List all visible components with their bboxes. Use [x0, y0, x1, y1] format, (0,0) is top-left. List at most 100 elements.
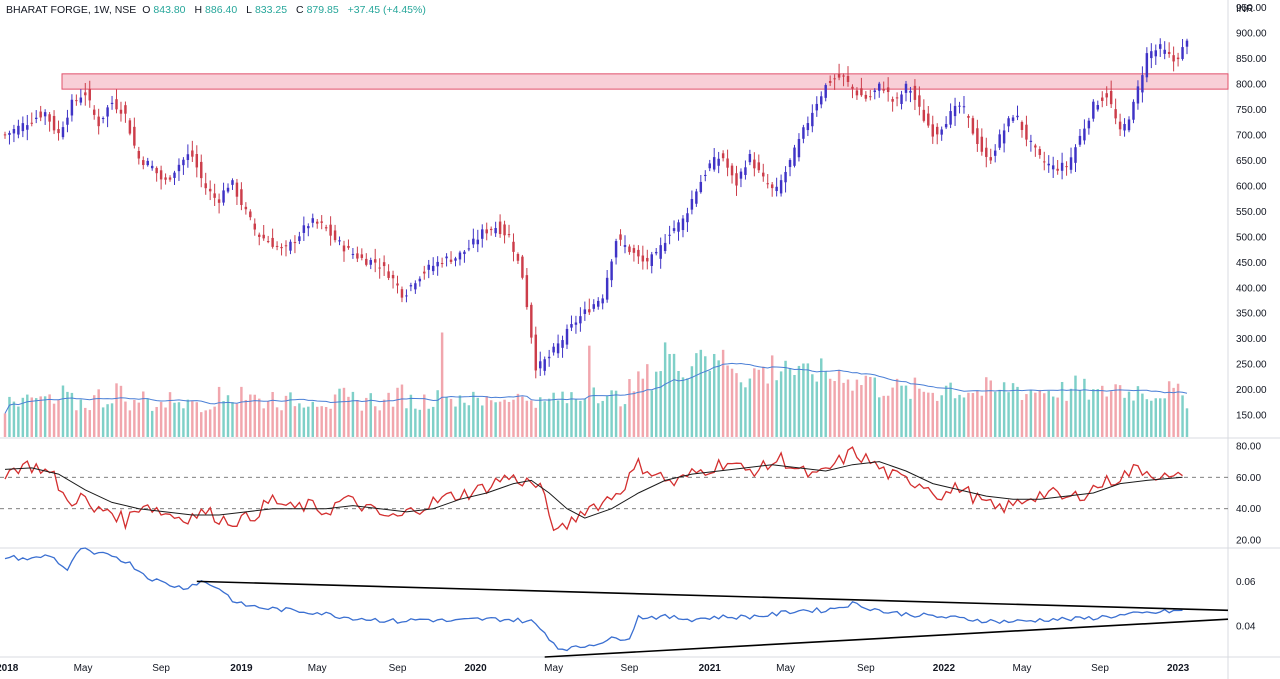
price-tick-label: 700.00 — [1236, 130, 1267, 141]
volume-bar — [1002, 382, 1006, 437]
candle-body — [882, 89, 885, 91]
candle-body — [293, 242, 297, 244]
price-tick-label: 800.00 — [1236, 80, 1267, 91]
candle-body — [1020, 122, 1024, 130]
volume-bar — [998, 389, 1001, 437]
volume-bar — [61, 385, 65, 437]
volume-bar — [101, 407, 105, 437]
volume-bar — [597, 403, 600, 437]
candle-body — [436, 261, 439, 267]
volume-bar — [900, 385, 903, 437]
volume-bar — [909, 398, 912, 437]
candle-body — [222, 190, 225, 203]
candle-body — [66, 117, 69, 125]
candle-body — [556, 343, 560, 354]
volume-bar — [757, 369, 761, 437]
candle-body — [1029, 140, 1033, 142]
candle-body — [900, 94, 903, 104]
price-tick-label: 150.00 — [1236, 411, 1267, 422]
volume-bar — [663, 342, 667, 437]
candle-body — [1060, 162, 1064, 171]
volume-bar — [311, 401, 314, 437]
candle-body — [396, 283, 399, 286]
time-tick-label: May — [74, 663, 93, 674]
candle-body — [481, 229, 484, 239]
volume-bar — [431, 406, 435, 437]
volume-bar — [583, 398, 587, 437]
candle-body — [561, 340, 564, 348]
volume-bar — [547, 398, 551, 437]
candle-body — [338, 240, 341, 242]
candle-body — [708, 163, 711, 169]
candle-body — [177, 164, 181, 172]
rsi-ma-line — [4, 461, 1183, 519]
volume-bar — [1185, 408, 1189, 437]
volume-bar — [1163, 398, 1166, 437]
candle-body — [650, 254, 653, 266]
volume-bar — [619, 406, 622, 437]
volume-bar — [681, 377, 685, 437]
candle-body — [913, 85, 917, 100]
candle-body — [88, 89, 91, 101]
candle-body — [43, 112, 47, 117]
volume-bar — [1025, 394, 1028, 437]
candle-body — [92, 109, 96, 115]
volume-bar — [57, 400, 60, 437]
volume-bar — [704, 356, 707, 437]
rs-line — [4, 547, 1183, 652]
volume-bar — [1096, 389, 1100, 437]
candle-body — [614, 241, 618, 258]
volume-bar — [1069, 388, 1073, 437]
candle-body — [369, 260, 372, 265]
volume-bar — [378, 410, 381, 437]
ohlc-open: O 843.80 — [142, 4, 188, 16]
volume-bar — [1074, 375, 1077, 437]
candle-body — [1105, 93, 1108, 98]
candle-body — [940, 129, 943, 135]
volume-bar — [75, 410, 78, 437]
volume-bar — [864, 375, 868, 437]
volume-bar — [521, 396, 524, 437]
candle-body — [1136, 86, 1140, 104]
candle-body — [753, 159, 756, 169]
volume-bar — [1118, 385, 1122, 437]
candle-body — [1074, 147, 1077, 163]
candle-body — [391, 274, 395, 279]
volume-bar — [293, 406, 297, 437]
candle-body — [146, 160, 149, 166]
volume-bar — [476, 397, 480, 437]
volume-bar — [186, 399, 190, 437]
volume-bar — [445, 396, 448, 437]
candle-body — [195, 154, 199, 168]
candle-body — [289, 241, 292, 251]
candle-body — [235, 182, 239, 197]
resistance-zone — [61, 73, 1229, 90]
volume-bar — [904, 385, 908, 437]
candle-body — [1043, 161, 1046, 163]
candle-body — [307, 226, 310, 229]
volume-bar — [97, 389, 100, 437]
candle-body — [525, 275, 529, 308]
volume-bar — [266, 401, 270, 437]
volume-bar — [481, 405, 484, 437]
candle-body — [944, 124, 948, 128]
candle-body — [70, 99, 74, 116]
candle-body — [240, 189, 243, 205]
candle-body — [619, 234, 622, 240]
candle-body — [226, 187, 230, 192]
candle-body — [985, 147, 988, 157]
volume-bar — [3, 413, 7, 437]
volume-bar — [1123, 397, 1126, 437]
candle-body — [846, 76, 850, 83]
volume-bar — [570, 392, 573, 437]
volume-bar — [356, 399, 359, 437]
candle-body — [204, 183, 207, 189]
candle-body — [128, 120, 132, 134]
candle-body — [802, 127, 805, 139]
volume-bar — [320, 406, 323, 437]
volume-bar — [851, 390, 854, 437]
volume-bar — [485, 396, 488, 437]
volume-bar — [971, 393, 975, 437]
